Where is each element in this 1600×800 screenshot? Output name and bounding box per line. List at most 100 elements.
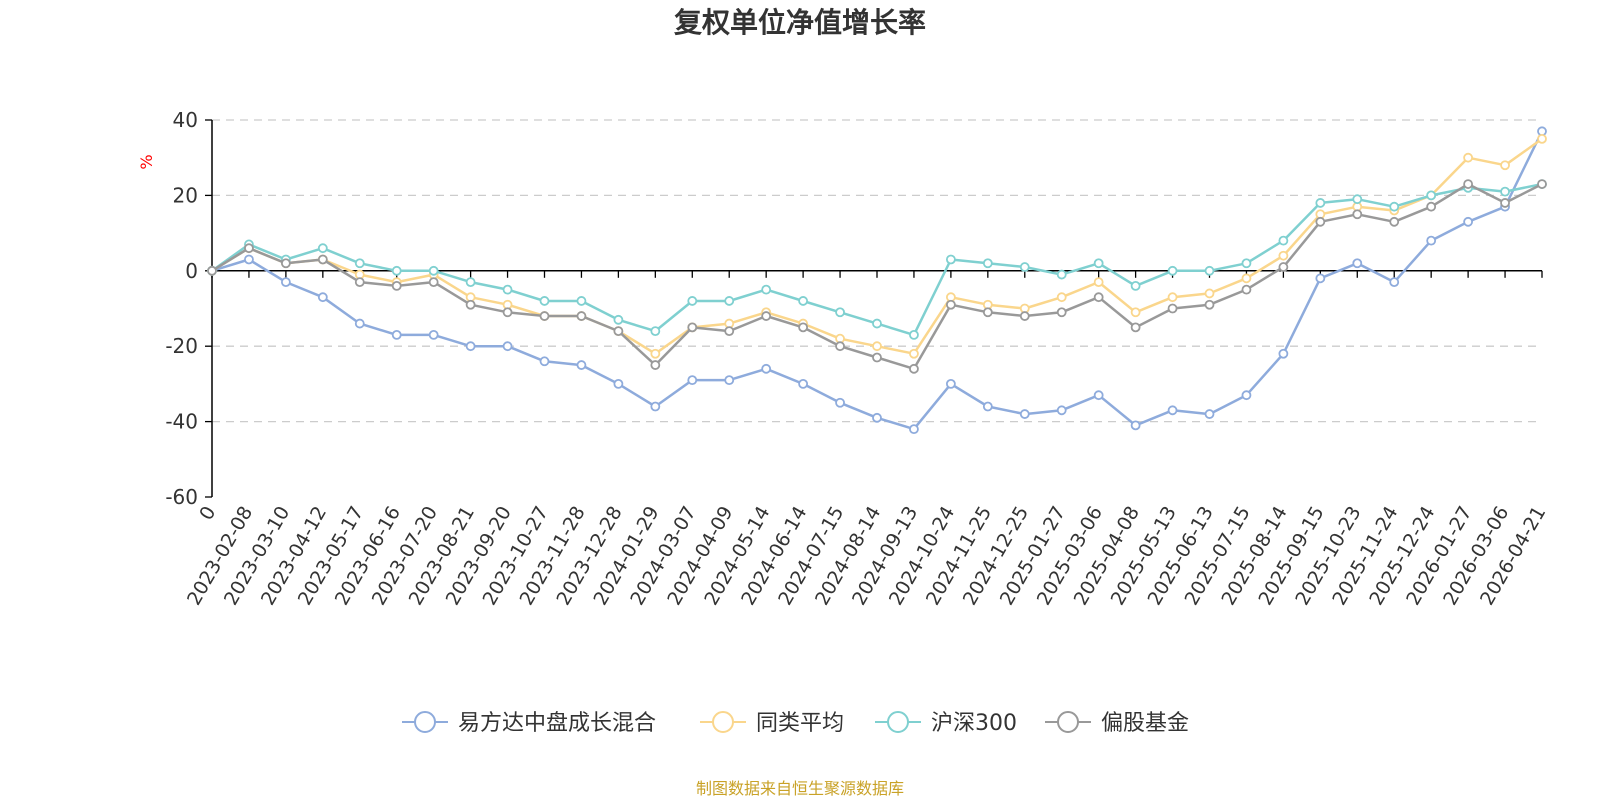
data-point	[1204, 409, 1215, 419]
data-point	[1130, 420, 1141, 431]
data-point	[687, 322, 698, 333]
data-point	[724, 375, 735, 386]
data-point	[761, 363, 772, 374]
data-point	[872, 318, 882, 329]
data-point	[502, 307, 513, 318]
data-point	[391, 280, 402, 291]
data-point	[945, 378, 956, 389]
data-point	[1352, 258, 1363, 269]
data-point	[1315, 198, 1326, 208]
data-point	[502, 341, 513, 352]
data-point	[1389, 216, 1400, 227]
data-point	[798, 296, 809, 306]
series-3	[207, 179, 1547, 374]
data-point	[1537, 133, 1547, 144]
data-point	[1056, 292, 1067, 303]
data-point	[835, 397, 845, 408]
data-point	[1093, 258, 1104, 269]
data-point	[650, 348, 661, 359]
legend-label: 偏股基金	[1101, 711, 1189, 736]
data-point	[317, 254, 328, 265]
series-lines	[207, 126, 1547, 435]
data-point	[1130, 322, 1141, 333]
legend-item[interactable]: 同类平均	[700, 711, 844, 736]
data-point	[1167, 265, 1178, 276]
data-point	[428, 329, 439, 340]
data-point	[761, 284, 772, 295]
data-point	[1167, 303, 1178, 314]
legend-label: 同类平均	[756, 711, 844, 736]
data-point	[761, 311, 772, 321]
y-tick-label: 20	[173, 183, 198, 207]
y-tick-label: -60	[165, 485, 198, 509]
data-point	[1389, 277, 1400, 288]
data-point	[1241, 258, 1252, 269]
data-point	[650, 401, 661, 412]
legend-swatch-circle	[414, 711, 436, 733]
data-point	[244, 243, 254, 254]
y-tick-label: 0	[185, 259, 198, 283]
data-point	[428, 277, 439, 288]
data-point	[1093, 292, 1104, 303]
data-point	[280, 277, 291, 288]
data-point	[1241, 273, 1252, 284]
data-point	[687, 375, 698, 386]
data-point	[909, 363, 919, 374]
data-point	[945, 299, 956, 310]
x-tick-label: 0	[195, 503, 220, 524]
data-point	[576, 296, 587, 306]
legend[interactable]: 易方达中盘成长混合 同类平均 沪深300 偏股基金	[402, 711, 1189, 736]
legend-label: 易方达中盘成长混合	[458, 711, 656, 736]
data-point	[391, 265, 402, 276]
series-0	[207, 126, 1547, 435]
legend-item[interactable]: 易方达中盘成长混合	[402, 711, 656, 736]
data-point	[835, 307, 845, 318]
data-point	[354, 318, 365, 329]
data-point	[1315, 216, 1326, 227]
data-point	[1093, 390, 1104, 401]
y-tick-label: 40	[173, 108, 198, 132]
data-point	[1278, 250, 1289, 261]
data-point	[613, 378, 624, 389]
legend-swatch-circle	[712, 711, 734, 733]
data-point	[909, 329, 919, 340]
data-point	[1056, 307, 1067, 318]
data-point	[872, 352, 882, 363]
legend-item[interactable]: 沪深300	[875, 711, 1017, 736]
data-point	[835, 341, 845, 352]
data-point	[244, 254, 254, 265]
data-point	[1130, 280, 1141, 291]
data-point	[650, 326, 661, 337]
data-point	[317, 243, 328, 254]
data-point	[391, 329, 402, 340]
data-point	[1130, 307, 1141, 318]
y-ticks: 40 20 0 -20 -40 -60	[165, 108, 212, 509]
data-point	[1167, 405, 1178, 416]
data-point	[1463, 216, 1474, 227]
data-point	[798, 322, 809, 333]
data-point	[982, 258, 993, 269]
data-point	[354, 258, 365, 269]
data-point	[687, 296, 698, 306]
data-point	[1019, 311, 1030, 321]
chart-title: 复权单位净值增长率	[674, 6, 926, 39]
data-point	[613, 326, 624, 337]
data-point	[576, 360, 587, 370]
data-point	[650, 360, 661, 370]
data-point	[724, 326, 735, 337]
data-point	[539, 296, 550, 306]
data-point	[207, 265, 217, 276]
data-point	[1389, 201, 1400, 212]
data-point	[1426, 201, 1437, 212]
data-point	[1241, 284, 1252, 295]
data-point	[1056, 405, 1067, 416]
data-point	[1019, 409, 1030, 419]
y-tick-label: -20	[165, 334, 198, 358]
data-point	[1352, 194, 1363, 205]
legend-swatch-circle	[887, 711, 909, 733]
data-point	[724, 296, 735, 306]
data-point	[1500, 198, 1510, 208]
legend-item[interactable]: 偏股基金	[1045, 711, 1189, 736]
data-point	[909, 348, 919, 359]
